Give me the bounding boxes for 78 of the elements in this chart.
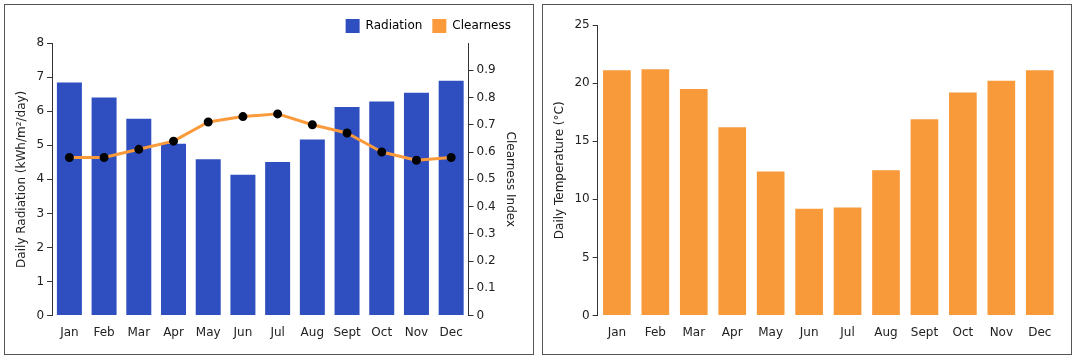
y2-tick-label: 0.6 [476,144,496,159]
y2-tick-label: 0.7 [476,116,496,131]
x-tick-label: Mar [127,324,151,339]
y-tick-label: 0 [582,307,590,322]
bar [299,139,325,316]
bar [438,80,464,316]
x-tick-label: Jun [798,324,819,339]
y2-tick-label: 0.2 [476,253,496,268]
x-tick-label: May [195,324,221,339]
bar [334,107,360,316]
x-tick-label: Apr [163,324,184,339]
bar [91,97,117,316]
y-tick-label: 0 [36,307,45,322]
y-tick-label: 10 [574,191,590,206]
bar [910,119,939,316]
bar [756,171,785,316]
x-tick-label: Oct [371,324,393,339]
y-tick-label: 15 [574,133,590,148]
x-tick-label: Mar [682,324,706,339]
bar [126,118,152,316]
x-tick-label: Oct [952,324,974,339]
y-tick-label: 3 [36,205,45,220]
x-tick-label: Feb [93,324,115,339]
x-tick-label: Dec [439,324,463,339]
y-tick-label: 25 [574,17,590,32]
bar [1025,70,1054,316]
bar [833,207,862,316]
bar [56,82,82,316]
y-tick-label: 20 [574,75,590,90]
bar [403,92,429,316]
y-tick-label: 5 [582,249,590,264]
legend-label: Radiation [365,18,423,33]
bar [795,208,823,316]
y-tick-label: 8 [36,35,45,50]
x-tick-label: Aug [300,324,325,339]
y-tick-label: 5 [36,137,45,152]
x-tick-label: Sept [333,324,361,339]
bar [872,170,900,316]
x-tick-label: Jan [606,324,627,339]
x-tick-label: Apr [721,324,743,339]
y-axis-title: Daily Radiation (kWh/m²/day) [14,90,29,268]
bar [603,70,631,316]
y-tick-label: 6 [36,103,45,118]
y-tick-label: 2 [36,239,45,254]
y-axis-title: Daily Temperature (°C) [552,101,567,240]
x-tick-label: Jul [839,324,855,339]
y-tick-label: 7 [36,69,45,84]
y2-tick-label: 0.4 [476,198,496,213]
y2-tick-label: 0.1 [476,280,496,295]
y2-axis-title: Clearness Index [503,131,518,228]
x-tick-label: Jan [59,324,79,339]
x-tick-label: Jul [269,324,285,339]
bar [641,69,670,316]
x-tick-label: Nov [989,324,1014,339]
y2-tick-label: 0.3 [476,225,496,240]
bar [949,92,977,316]
x-tick-label: Nov [404,324,429,339]
bar [369,101,395,316]
x-tick-label: Dec [1028,324,1052,339]
bar [195,159,221,316]
bar [230,174,256,316]
bar [718,127,747,316]
x-tick-label: Jun [232,324,253,339]
legend-label: Clearness [452,18,512,33]
y-tick-label: 1 [36,273,45,288]
y2-tick-label: 0 [476,307,485,322]
bar [265,161,291,316]
bar [161,143,186,316]
x-tick-label: Aug [874,324,898,339]
y-tick-label: 4 [36,171,45,186]
bar [679,88,708,316]
y2-tick-label: 0.9 [476,62,496,77]
x-tick-label: Sept [910,324,939,339]
x-tick-label: May [758,324,784,339]
y2-tick-label: 0.8 [476,89,496,104]
y2-tick-label: 0.5 [476,171,496,186]
x-tick-label: Feb [644,324,666,339]
bar [987,80,1016,316]
